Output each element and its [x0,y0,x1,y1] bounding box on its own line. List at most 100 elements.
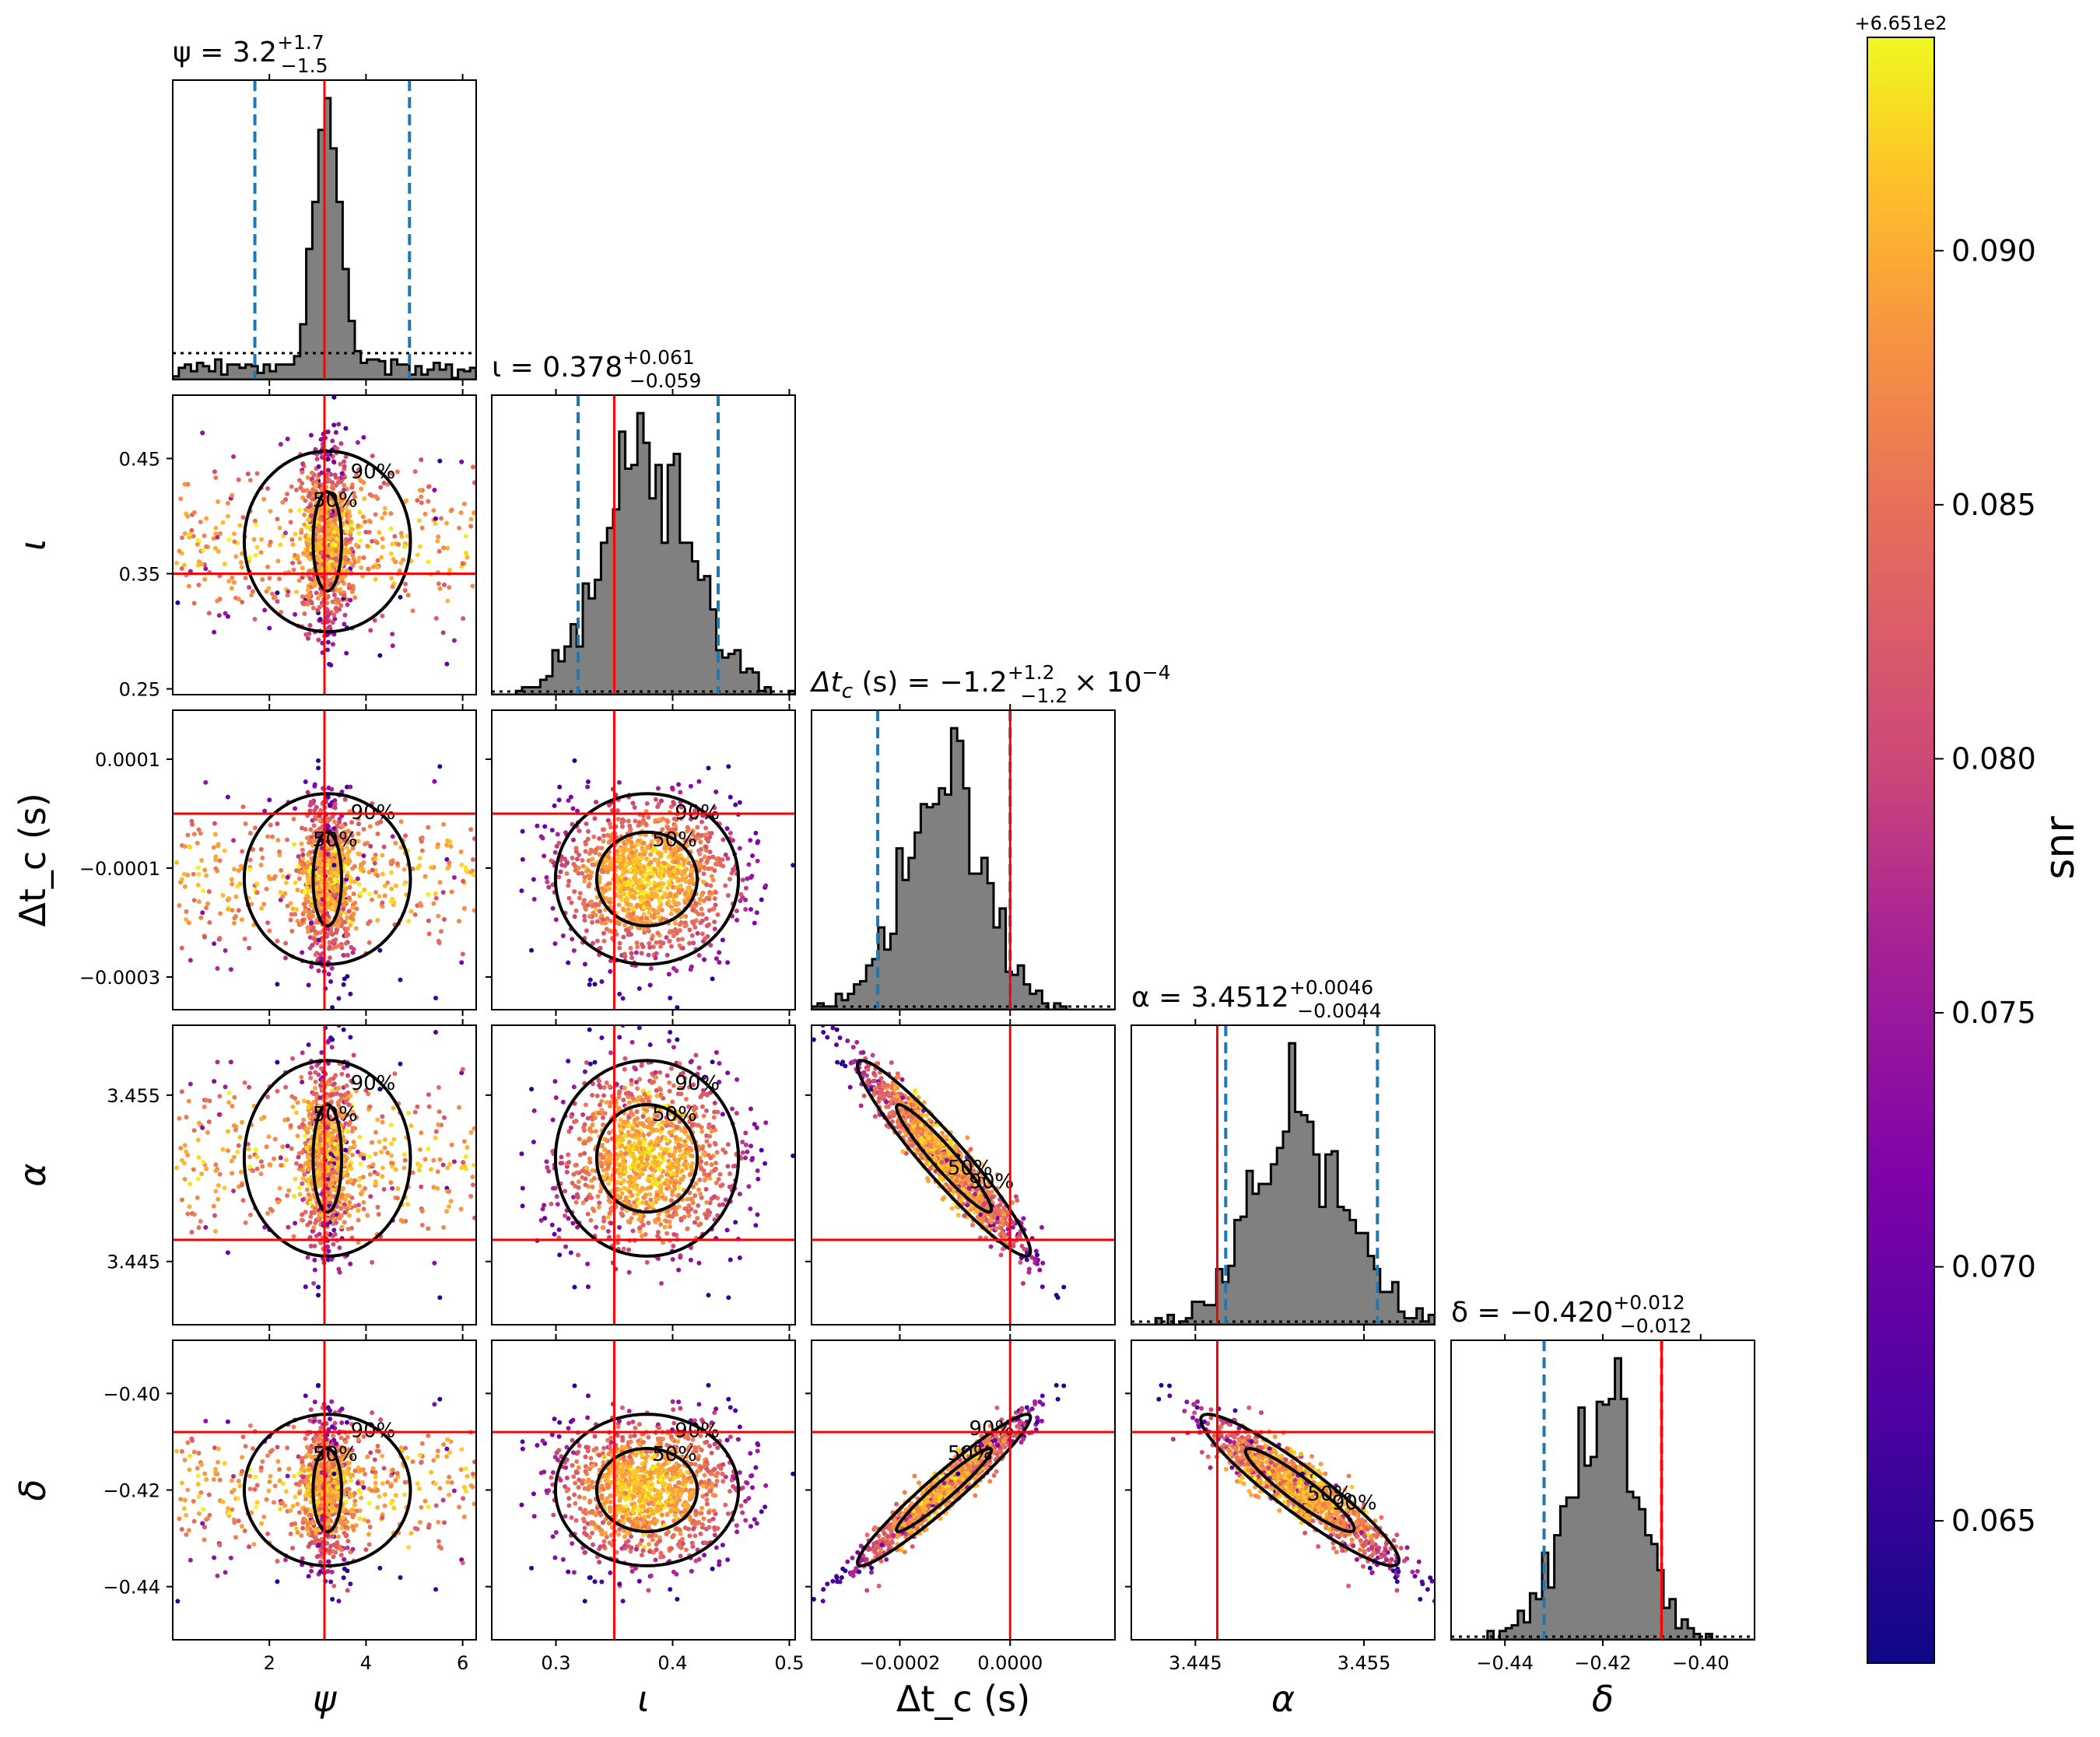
scatter-point [325,1244,331,1249]
scatter-point [352,494,357,499]
scatter-point [358,538,363,544]
scatter-point [319,1192,324,1197]
scatter-point [726,764,731,769]
scatter-point [461,501,467,506]
scatter-point [300,488,306,493]
scatter-point [581,902,587,907]
scatter-point [370,1259,375,1265]
scatter-point [303,1284,308,1290]
scatter-point [389,870,394,875]
scatter-point [472,1215,476,1220]
scatter-point [285,1193,290,1199]
scatter-point [319,1050,324,1056]
scatter-point [620,849,626,855]
scatter-point [335,918,341,923]
scatter-point [463,1154,468,1159]
scatter-point [342,891,348,896]
scatter-point [356,1183,362,1189]
scatter-point [470,856,475,862]
scatter-point [429,865,434,870]
scatter-point [230,575,235,580]
scatter-point [668,911,674,916]
scatter-point [191,1167,196,1172]
scatter-point [324,614,330,619]
scatter-point [189,818,195,824]
scatter-point [300,856,306,861]
scatter-point [292,842,297,847]
scatter-point [345,568,350,573]
scatter-point [331,503,336,508]
scatter-point [531,877,536,882]
scatter-point [324,1231,330,1236]
scatter-point [748,907,753,912]
scatter-point [178,496,184,502]
panel-alpha-vs-iota: 50%90% [486,1019,796,1331]
scatter-point [752,920,757,926]
scatter-point [373,1151,378,1157]
scatter-point [644,916,650,921]
scatter-point [393,840,398,846]
scatter-point [373,494,378,499]
scatter-point [294,487,300,492]
scatter-point [544,875,549,881]
scatter-point [708,943,713,948]
scatter-point [264,1144,269,1150]
scatter-point [265,564,271,569]
scatter-point [296,854,301,860]
scatter-point [415,1104,420,1109]
scatter-point [213,1168,219,1174]
scatter-point [324,862,330,867]
scatter-point [356,1178,362,1183]
scatter-point [247,1164,252,1170]
scatter-point [300,1176,306,1182]
scatter-point [217,1171,223,1177]
scatter-point [656,838,661,843]
scatter-point [377,1087,383,1092]
scatter-point [671,933,676,939]
scatter-point [288,917,293,923]
scatter-point [314,930,320,936]
scatter-point [390,643,395,649]
scatter-point [603,920,608,926]
scatter-point [315,556,321,562]
scatter-point [448,1199,454,1204]
scatter-point [349,905,355,910]
scatter-point [367,492,373,497]
scatter-point [396,541,401,547]
scatter-point [664,935,669,940]
scatter-point [342,622,347,627]
scatter-point [312,783,317,789]
scatter-point [668,1224,673,1230]
scatter-point [293,1220,298,1226]
scatter-point [577,895,582,901]
scatter-point [307,840,312,846]
scatter-point [674,930,679,936]
scatter-point [655,786,661,791]
scatter-point [330,1187,335,1192]
scatter-point [647,905,652,911]
scatter-point [340,824,345,829]
scatter-point [553,917,559,923]
scatter-point [687,880,692,885]
scatter-point [369,1140,374,1145]
scatter-point [370,564,376,569]
scatter-point [626,886,631,891]
scatter-point [305,929,310,934]
scatter-point [549,858,554,863]
scatter-point [382,506,387,511]
scatter-point [317,534,323,539]
scatter-point [260,1164,265,1169]
scatter-point [380,536,385,541]
scatter-point [433,521,438,527]
scatter-point [225,794,230,800]
scatter-point [693,901,699,906]
scatter-point [290,560,296,566]
scatter-point [328,885,333,891]
scatter-point [583,1021,587,1025]
scatter-point [285,903,290,909]
scatter-point [380,871,385,877]
scatter-point [707,849,713,855]
scatter-point [668,881,673,887]
scatter-point [317,517,322,522]
scatter-point [339,1192,345,1198]
